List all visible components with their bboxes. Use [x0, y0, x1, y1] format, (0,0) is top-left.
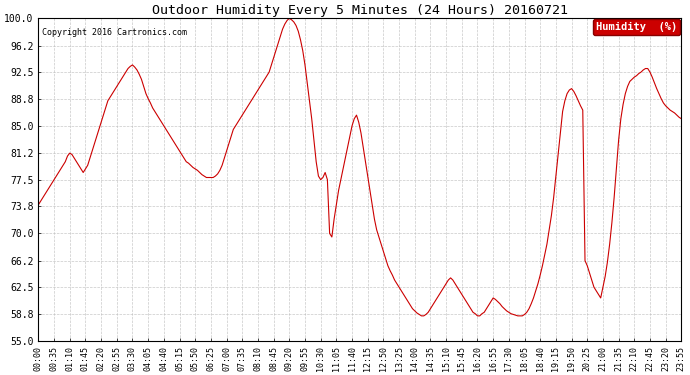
Legend: Humidity  (%): Humidity (%) [593, 19, 680, 35]
Text: Copyright 2016 Cartronics.com: Copyright 2016 Cartronics.com [41, 28, 186, 37]
Title: Outdoor Humidity Every 5 Minutes (24 Hours) 20160721: Outdoor Humidity Every 5 Minutes (24 Hou… [152, 4, 568, 17]
